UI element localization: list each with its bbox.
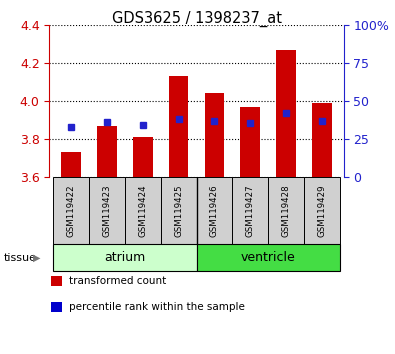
Bar bbox=[276, 50, 296, 177]
Text: transformed count: transformed count bbox=[69, 276, 166, 286]
Bar bbox=[133, 137, 152, 177]
Text: percentile rank within the sample: percentile rank within the sample bbox=[69, 302, 245, 312]
Text: GSM119424: GSM119424 bbox=[138, 184, 147, 237]
Bar bbox=[304, 177, 340, 244]
Text: atrium: atrium bbox=[104, 251, 145, 264]
Bar bbox=[53, 244, 197, 271]
Bar bbox=[125, 177, 161, 244]
Text: ▶: ▶ bbox=[33, 252, 40, 263]
Text: GSM119425: GSM119425 bbox=[174, 184, 183, 237]
Bar bbox=[61, 152, 81, 177]
Text: tissue: tissue bbox=[4, 252, 37, 263]
Text: GSM119422: GSM119422 bbox=[66, 184, 75, 237]
Text: GSM119427: GSM119427 bbox=[246, 184, 255, 237]
Bar bbox=[205, 93, 224, 177]
Bar bbox=[197, 177, 232, 244]
Text: GSM119426: GSM119426 bbox=[210, 184, 219, 237]
Bar bbox=[197, 244, 340, 271]
Bar bbox=[241, 107, 260, 177]
Text: GDS3625 / 1398237_at: GDS3625 / 1398237_at bbox=[113, 11, 282, 27]
Text: GSM119423: GSM119423 bbox=[102, 184, 111, 237]
Text: GSM119428: GSM119428 bbox=[282, 184, 291, 237]
Bar bbox=[312, 103, 332, 177]
Bar bbox=[232, 177, 268, 244]
Bar bbox=[169, 76, 188, 177]
Text: ventricle: ventricle bbox=[241, 251, 296, 264]
Bar bbox=[53, 177, 89, 244]
Text: GSM119429: GSM119429 bbox=[318, 184, 327, 237]
Bar bbox=[268, 177, 304, 244]
Bar bbox=[97, 126, 117, 177]
Bar bbox=[161, 177, 197, 244]
Bar bbox=[89, 177, 125, 244]
